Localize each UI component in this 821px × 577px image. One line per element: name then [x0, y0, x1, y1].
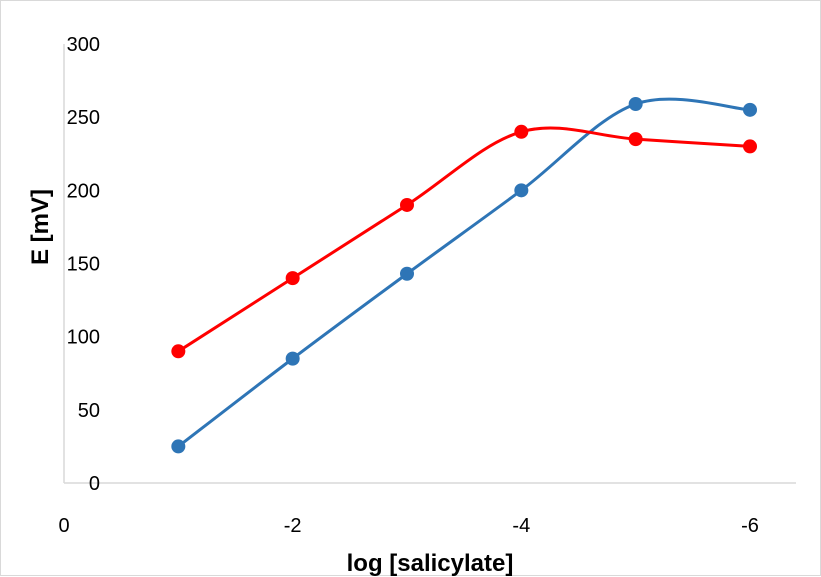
x-tick-label: 0	[58, 515, 69, 537]
x-tick-label: -2	[284, 515, 302, 537]
y-tick-label: 200	[67, 180, 100, 202]
axes	[63, 44, 796, 484]
x-tick-labels: 0 -2 -4 -6	[58, 515, 758, 537]
y-tick-label: 0	[89, 473, 100, 495]
series-2-point	[628, 132, 643, 147]
series-2-point	[743, 139, 757, 154]
y-tick-label: 300	[67, 34, 100, 56]
x-tick-label: -4	[512, 515, 530, 537]
series-2-point	[400, 197, 414, 212]
series-1-line	[176, 97, 752, 448]
y-tick-labels: 0 50 100 150 200 250 300	[67, 34, 100, 495]
x-tick-label: -6	[741, 515, 759, 537]
series-1-point	[171, 439, 186, 454]
series-2-point	[171, 344, 186, 359]
y-tick-label: 100	[67, 327, 100, 349]
series-1-point	[400, 266, 414, 281]
y-tick-label: 250	[67, 107, 100, 129]
y-tick-label: 50	[78, 400, 100, 422]
series-2-point	[514, 124, 529, 139]
series-1-point	[285, 351, 300, 366]
series-layer	[171, 96, 757, 454]
y-axis-title: E [mV]	[27, 189, 54, 265]
series-1-point	[628, 96, 643, 111]
x-axis-title: log [salicylate]	[347, 550, 514, 577]
y-tick-label: 150	[67, 254, 100, 276]
series-2-line	[176, 126, 752, 353]
series-2-point	[285, 271, 300, 286]
series-1-point	[514, 183, 529, 198]
series-1-point	[743, 102, 757, 117]
